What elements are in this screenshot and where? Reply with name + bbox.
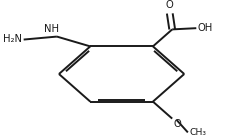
- Text: O: O: [174, 119, 181, 129]
- Text: OH: OH: [198, 23, 213, 33]
- Text: H₂N: H₂N: [4, 34, 22, 44]
- Text: CH₃: CH₃: [189, 128, 206, 137]
- Text: O: O: [166, 0, 174, 10]
- Text: NH: NH: [44, 23, 59, 34]
